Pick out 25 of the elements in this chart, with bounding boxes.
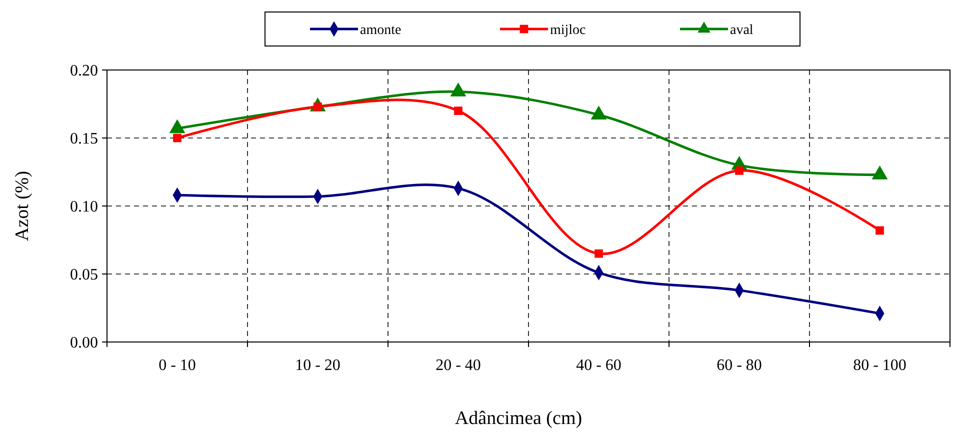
y-tick-label: 0.20 — [70, 62, 98, 80]
point — [735, 166, 744, 175]
point — [590, 106, 607, 120]
legend-label: amonte — [360, 22, 402, 38]
y-tick-label: 0.15 — [70, 130, 98, 148]
x-tick-label: 20 - 40 — [436, 357, 481, 374]
legend-label: mijloc — [550, 22, 586, 38]
point — [169, 119, 186, 134]
y-tick-label: 0.10 — [70, 198, 98, 216]
x-tick-label: 0 - 10 — [158, 357, 196, 374]
x-tick-label: 60 - 80 — [716, 357, 762, 374]
x-tick-label: 40 - 60 — [576, 357, 622, 374]
point — [450, 82, 466, 96]
point — [872, 166, 888, 180]
point — [454, 106, 462, 115]
point — [876, 226, 884, 235]
point — [594, 249, 603, 258]
point — [173, 134, 182, 142]
legend-label: aval — [730, 22, 754, 38]
y-tick-label: 0.05 — [70, 266, 98, 284]
x-axis-title: Adâncimea (cm) — [454, 408, 582, 429]
y-tick-label: 0.00 — [70, 334, 98, 352]
x-tick-label: 10 - 20 — [295, 357, 340, 374]
y-axis-title: Azot (%) — [12, 170, 33, 242]
x-tick-label: 80 - 100 — [853, 357, 906, 374]
